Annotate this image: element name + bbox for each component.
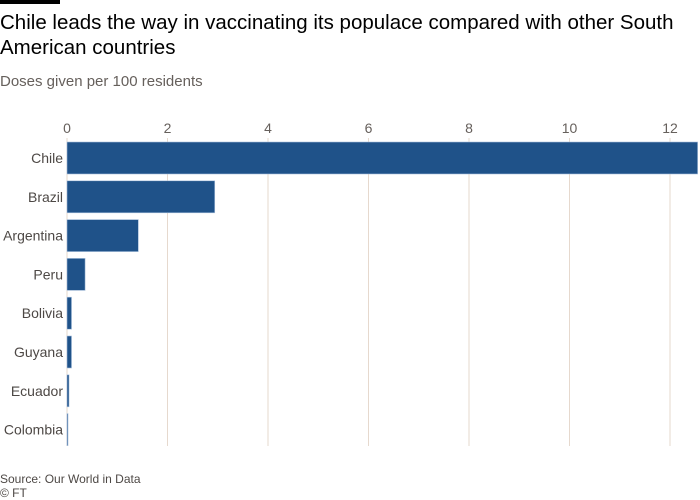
x-tick-label: 0: [63, 120, 71, 136]
category-label: Chile: [31, 150, 63, 166]
x-tick-label: 10: [562, 120, 578, 136]
category-label: Bolivia: [22, 305, 63, 321]
chart-subtitle: Doses given per 100 residents: [0, 73, 203, 90]
source-note: Source: Our World in Data: [0, 472, 141, 486]
x-tick-label: 6: [365, 120, 373, 136]
bar-guyana: [66, 335, 72, 369]
bar-ecuador: [66, 374, 70, 408]
category-label: Ecuador: [11, 383, 63, 399]
category-label: Guyana: [14, 344, 63, 360]
copyright-note: © FT: [0, 486, 27, 500]
category-label: Colombia: [4, 422, 63, 438]
category-label: Argentina: [3, 228, 63, 244]
x-tick-label: 4: [264, 120, 272, 136]
bar-chile: [66, 141, 698, 175]
bar-brazil: [66, 180, 216, 214]
bar-argentina: [66, 219, 139, 252]
x-tick-label: 12: [662, 120, 678, 136]
category-label: Brazil: [28, 189, 63, 205]
bar-peru: [66, 258, 86, 291]
chart-title: Chile leads the way in vaccinating its p…: [0, 11, 674, 59]
x-tick-label: 2: [164, 120, 172, 136]
category-label: Peru: [33, 266, 63, 282]
bar-bolivia: [66, 296, 72, 330]
bar-colombia: [66, 413, 69, 446]
x-tick-label: 8: [465, 120, 473, 136]
ft-top-bar: [0, 0, 60, 4]
